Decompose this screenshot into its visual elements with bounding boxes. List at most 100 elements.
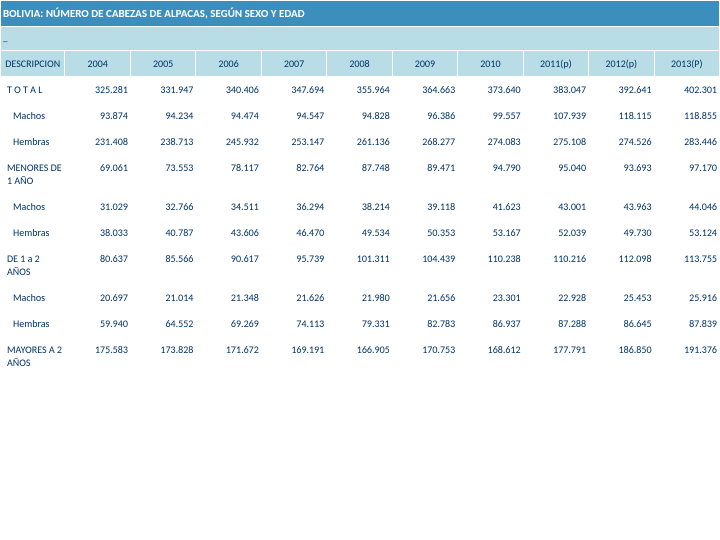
alpaca-table: BOLIVIA: NÚMERO DE CABEZAS DE ALPACAS, S…: [0, 0, 720, 376]
cell-value: 90.617: [196, 246, 261, 285]
cell-value: 39.118: [392, 194, 457, 220]
cell-value: 186.850: [589, 337, 654, 376]
cell-value: 85.566: [130, 246, 195, 285]
table-title-row: BOLIVIA: NÚMERO DE CABEZAS DE ALPACAS, S…: [1, 1, 720, 27]
column-header: 2011(p): [523, 51, 588, 77]
cell-value: 87.288: [523, 311, 588, 337]
cell-value: 82.764: [261, 155, 326, 194]
cell-value: 25.916: [654, 285, 719, 311]
cell-value: 95.739: [261, 246, 326, 285]
cell-value: 171.672: [196, 337, 261, 376]
cell-value: 89.471: [392, 155, 457, 194]
table-row: Hembras38.03340.78743.60646.47049.53450.…: [1, 220, 720, 246]
cell-value: 78.117: [196, 155, 261, 194]
cell-value: 43.963: [589, 194, 654, 220]
cell-value: 118.115: [589, 103, 654, 129]
table-row: Machos93.87494.23494.47494.54794.82896.3…: [1, 103, 720, 129]
cell-value: 80.637: [65, 246, 130, 285]
cell-value: 169.191: [261, 337, 326, 376]
cell-value: 112.098: [589, 246, 654, 285]
row-label: T O T A L: [1, 77, 65, 103]
row-label: MAYORES A 2 AÑOS: [1, 337, 65, 376]
cell-value: 402.301: [654, 77, 719, 103]
cell-value: 32.766: [130, 194, 195, 220]
row-label: DE 1 a 2 AÑOS: [1, 246, 65, 285]
row-label: Machos: [1, 103, 65, 129]
cell-value: 110.238: [458, 246, 523, 285]
cell-value: 94.234: [130, 103, 195, 129]
cell-value: 69.061: [65, 155, 130, 194]
cell-value: 64.552: [130, 311, 195, 337]
cell-value: 331.947: [130, 77, 195, 103]
row-label: Machos: [1, 194, 65, 220]
cell-value: 253.147: [261, 129, 326, 155]
cell-value: 53.167: [458, 220, 523, 246]
cell-value: 170.753: [392, 337, 457, 376]
cell-value: 43.001: [523, 194, 588, 220]
cell-value: 74.113: [261, 311, 326, 337]
cell-value: 86.937: [458, 311, 523, 337]
cell-value: 364.663: [392, 77, 457, 103]
cell-value: 86.645: [589, 311, 654, 337]
cell-value: 113.755: [654, 246, 719, 285]
cell-value: 94.547: [261, 103, 326, 129]
cell-value: 268.277: [392, 129, 457, 155]
cell-value: 325.281: [65, 77, 130, 103]
cell-value: 101.311: [327, 246, 392, 285]
cell-value: 238.713: [130, 129, 195, 155]
table-title: BOLIVIA: NÚMERO DE CABEZAS DE ALPACAS, S…: [1, 1, 720, 27]
cell-value: 21.014: [130, 285, 195, 311]
cell-value: 177.791: [523, 337, 588, 376]
cell-value: 23.301: [458, 285, 523, 311]
cell-value: 73.553: [130, 155, 195, 194]
cell-value: 93.693: [589, 155, 654, 194]
cell-value: 20.697: [65, 285, 130, 311]
cell-value: 36.294: [261, 194, 326, 220]
cell-value: 173.828: [130, 337, 195, 376]
cell-value: 21.348: [196, 285, 261, 311]
cell-value: 50.353: [392, 220, 457, 246]
cell-value: 31.029: [65, 194, 130, 220]
cell-value: 87.748: [327, 155, 392, 194]
cell-value: 25.453: [589, 285, 654, 311]
cell-value: 94.790: [458, 155, 523, 194]
column-header: 2010: [458, 51, 523, 77]
cell-value: 118.855: [654, 103, 719, 129]
cell-value: 175.583: [65, 337, 130, 376]
cell-value: 53.124: [654, 220, 719, 246]
table-subtitle-row: _: [1, 27, 720, 51]
cell-value: 94.828: [327, 103, 392, 129]
cell-value: 95.040: [523, 155, 588, 194]
row-label: Hembras: [1, 129, 65, 155]
cell-value: 43.606: [196, 220, 261, 246]
column-header: 2006: [196, 51, 261, 77]
table-header-row: DESCRIPCION20042005200620072008200920102…: [1, 51, 720, 77]
cell-value: 373.640: [458, 77, 523, 103]
cell-value: 79.331: [327, 311, 392, 337]
row-label: Hembras: [1, 220, 65, 246]
cell-value: 93.874: [65, 103, 130, 129]
table-row: T O T A L325.281331.947340.406347.694355…: [1, 77, 720, 103]
cell-value: 104.439: [392, 246, 457, 285]
cell-value: 21.656: [392, 285, 457, 311]
cell-value: 21.980: [327, 285, 392, 311]
table-row: DE 1 a 2 AÑOS80.63785.56690.61795.739101…: [1, 246, 720, 285]
cell-value: 383.047: [523, 77, 588, 103]
cell-value: 82.783: [392, 311, 457, 337]
cell-value: 22.928: [523, 285, 588, 311]
table-row: Machos31.02932.76634.51136.29438.21439.1…: [1, 194, 720, 220]
column-header: 2009: [392, 51, 457, 77]
table-subtitle: _: [1, 27, 720, 51]
cell-value: 38.214: [327, 194, 392, 220]
cell-value: 96.386: [392, 103, 457, 129]
row-label: Machos: [1, 285, 65, 311]
cell-value: 52.039: [523, 220, 588, 246]
cell-value: 355.964: [327, 77, 392, 103]
cell-value: 97.170: [654, 155, 719, 194]
column-header: 2005: [130, 51, 195, 77]
column-header: 2013(P): [654, 51, 719, 77]
table-row: Machos20.69721.01421.34821.62621.98021.6…: [1, 285, 720, 311]
cell-value: 38.033: [65, 220, 130, 246]
cell-value: 166.905: [327, 337, 392, 376]
cell-value: 110.216: [523, 246, 588, 285]
